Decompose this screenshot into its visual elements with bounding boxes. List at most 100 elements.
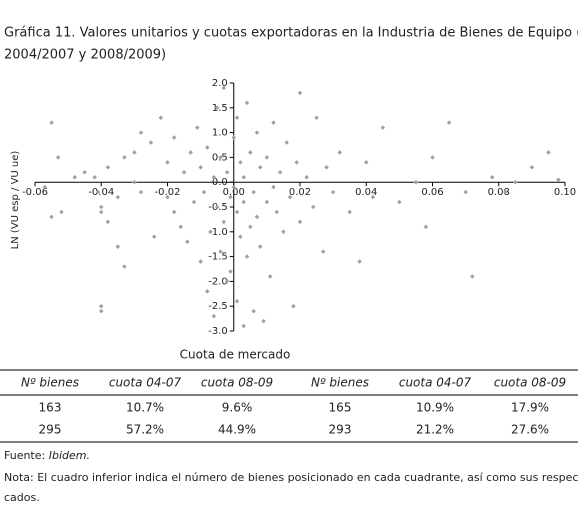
point	[257, 244, 263, 249]
x-tick-label: 0.00	[223, 187, 245, 198]
point	[291, 303, 296, 309]
point	[297, 90, 303, 96]
point	[234, 298, 240, 304]
source-text: Ibidem.	[49, 449, 90, 462]
point	[231, 135, 237, 140]
table-header: cuota 04-07	[109, 376, 182, 390]
point	[244, 100, 250, 106]
point	[191, 199, 197, 205]
source-label: Fuente:	[4, 449, 45, 462]
point	[257, 165, 263, 170]
table-cell: 10.7%	[126, 401, 164, 415]
point	[98, 303, 104, 309]
point	[248, 150, 253, 155]
point	[529, 165, 535, 170]
point	[171, 135, 177, 140]
y-tick-label: -1.5	[208, 252, 228, 263]
point	[489, 174, 495, 180]
x-tick-label: -0.02	[155, 187, 181, 198]
point	[195, 125, 200, 130]
table-header: cuota 08-09	[494, 376, 566, 390]
point	[92, 174, 97, 180]
point	[430, 155, 435, 160]
point	[241, 174, 246, 180]
table-cell: 163	[39, 401, 62, 415]
point	[211, 313, 217, 319]
point	[122, 264, 127, 269]
point	[310, 204, 316, 210]
point	[204, 145, 210, 150]
point	[254, 214, 260, 220]
point	[271, 120, 276, 125]
x-tick-label: -0.06	[22, 187, 48, 198]
x-tick-label: 0.04	[355, 187, 377, 198]
point	[165, 160, 170, 165]
point	[228, 269, 233, 274]
point	[171, 209, 177, 215]
table-header: cuota 08-09	[201, 376, 273, 390]
table-header: cuota 04-07	[399, 376, 472, 390]
point	[469, 274, 475, 279]
point	[234, 209, 240, 215]
point	[380, 125, 386, 130]
point	[224, 279, 230, 284]
point	[98, 209, 104, 215]
point	[198, 165, 203, 170]
table-cell: 10.9%	[416, 401, 454, 415]
point	[264, 199, 270, 205]
point	[151, 234, 157, 240]
y-axis-label: LN (VU esp / VU ue)	[10, 151, 21, 250]
point	[201, 189, 207, 195]
y-tick-label: -3.0	[208, 326, 228, 337]
point	[347, 209, 352, 215]
point	[324, 165, 329, 170]
point	[224, 170, 230, 175]
note: cados.	[4, 491, 40, 504]
point	[132, 150, 137, 155]
x-tick-label: 0.10	[554, 187, 576, 198]
y-tick-label: -2.5	[208, 301, 228, 312]
point	[138, 130, 144, 135]
point	[297, 219, 303, 225]
point	[463, 189, 468, 195]
point	[241, 323, 246, 329]
point	[446, 120, 452, 125]
point	[251, 189, 256, 195]
point	[271, 184, 276, 190]
table-header: Nº bienes	[21, 376, 79, 390]
point	[284, 140, 290, 145]
point	[158, 115, 164, 120]
point	[115, 194, 121, 200]
point	[261, 318, 266, 324]
point	[221, 219, 227, 225]
table-header: Nº bienes	[311, 376, 369, 390]
point	[82, 170, 87, 175]
point	[204, 289, 210, 294]
table-cell: 57.2%	[126, 423, 164, 437]
source: Fuente: Ibidem.	[4, 449, 90, 462]
table-cell: 9.6%	[222, 401, 253, 415]
point	[138, 189, 144, 195]
point	[49, 214, 54, 220]
x-tick-label: 0.02	[289, 187, 311, 198]
point	[95, 189, 101, 195]
y-tick-label: -2.0	[208, 276, 228, 287]
table-cell: 27.6%	[511, 423, 549, 437]
point	[49, 120, 54, 125]
chart-title: 2004/2007 y 2008/2009)	[4, 48, 166, 63]
table-cell: 165	[329, 401, 352, 415]
point	[413, 179, 419, 185]
table-cell: 295	[39, 423, 62, 437]
point	[244, 254, 250, 259]
point	[546, 150, 551, 155]
point	[241, 199, 246, 205]
point	[423, 224, 429, 230]
y-tick-label: 2.0	[212, 78, 228, 89]
y-tick-label: -1.0	[208, 227, 228, 238]
point	[556, 177, 561, 182]
y-tick-label: 0.0	[212, 177, 228, 188]
point	[277, 170, 283, 175]
x-axis-label: Cuota de mercado	[180, 348, 291, 362]
point	[234, 115, 240, 120]
